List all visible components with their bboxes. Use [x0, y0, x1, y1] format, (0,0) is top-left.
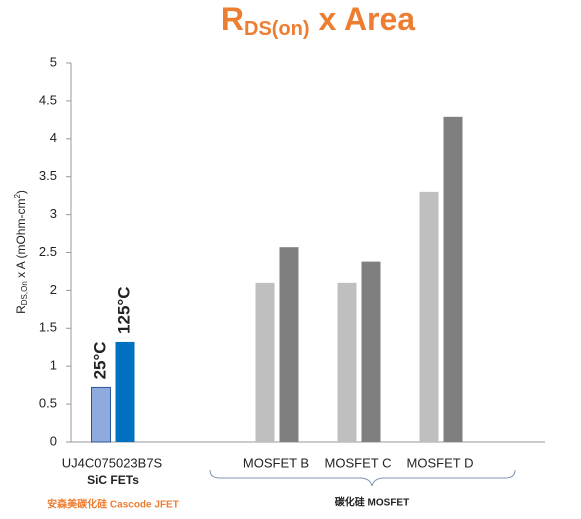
- title-rest: x Area: [310, 1, 416, 37]
- y-label-subscript: DS,On: [20, 281, 29, 305]
- bar: [419, 191, 439, 442]
- y-tick-label: 5: [50, 54, 57, 69]
- y-axis-label: RDS,On x A (mOhm-cm2): [13, 190, 29, 314]
- bar: [361, 261, 381, 442]
- mosfet-group-label: 碳化硅 MOSFET: [335, 496, 409, 509]
- y-tick-label: 4: [50, 130, 57, 145]
- x-tick-label: UJ4C075023B7S: [62, 455, 163, 470]
- y-tick-label: 2.5: [39, 244, 57, 259]
- bar: [279, 247, 299, 442]
- y-label-superscript: 2: [13, 194, 22, 199]
- x-tick-label: MOSFET D: [407, 455, 474, 470]
- bar: [91, 386, 111, 443]
- y-tick-label: 3.5: [39, 168, 57, 183]
- y-label-end: ): [14, 190, 28, 194]
- y-tick-label: 2: [50, 282, 57, 297]
- bar: [115, 341, 135, 442]
- title-subscript: DS(on): [244, 18, 310, 40]
- y-tick-label: 1: [50, 358, 57, 373]
- y-label-base: R: [14, 305, 28, 314]
- bar: [255, 282, 275, 442]
- cascode-label: 安森美碳化硅 Cascode JFET: [47, 498, 179, 511]
- x-tick-label: MOSFET B: [243, 455, 309, 470]
- series-label: 25°C: [90, 341, 109, 379]
- bar: [443, 116, 463, 443]
- y-tick-label: 0: [50, 433, 57, 448]
- sic-fets-label: SiC FETs: [87, 473, 139, 487]
- bar: [337, 282, 357, 442]
- y-tick-label: 4.5: [39, 92, 57, 107]
- y-tick-label: 3: [50, 206, 57, 221]
- y-tick-label: 1.5: [39, 320, 57, 335]
- y-label-rest: x A (mOhm-cm: [14, 199, 28, 282]
- x-tick-label: MOSFET C: [325, 455, 392, 470]
- y-tick-label: 0.5: [39, 396, 57, 411]
- series-label: 125°C: [114, 286, 133, 333]
- chart-title: RDS(on) x Area: [221, 1, 415, 40]
- title-base: R: [221, 1, 244, 37]
- group-bracket: [209, 469, 516, 487]
